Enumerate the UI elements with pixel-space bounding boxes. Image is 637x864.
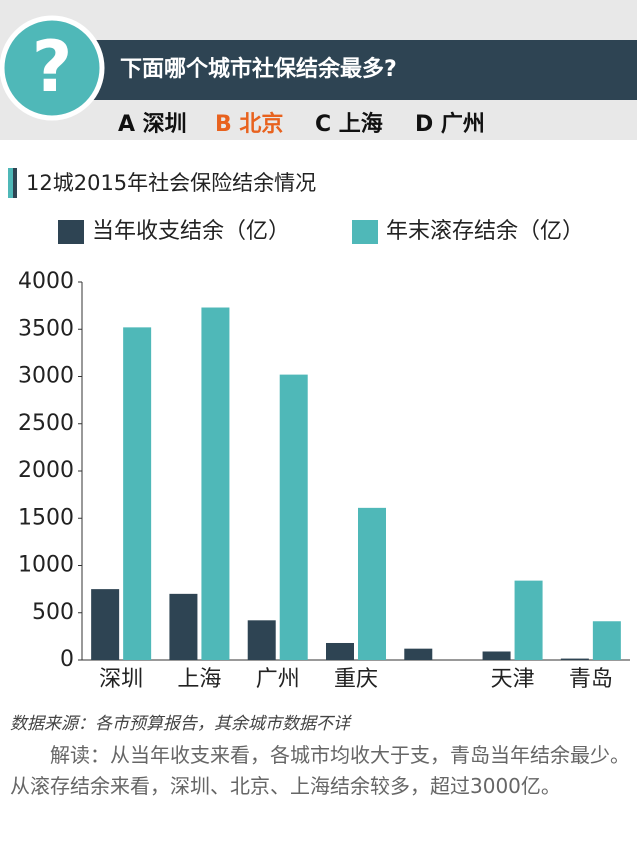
option: B 北京: [215, 111, 283, 137]
bar: [91, 589, 120, 660]
bar: [514, 580, 543, 660]
bar: [358, 507, 386, 660]
bar: [123, 327, 152, 660]
bar: [404, 648, 433, 660]
bar: [279, 374, 308, 660]
title-marker: [13, 168, 17, 198]
x-tick-label: 天津: [491, 667, 535, 692]
option: D 广州: [415, 111, 485, 137]
x-tick-label: 青岛: [569, 667, 613, 692]
y-tick-label: 0: [60, 647, 74, 672]
x-tick-label: 广州: [256, 667, 300, 692]
y-tick-label: 500: [32, 600, 74, 625]
analysis: 解读：从当年收支来看，各城市均收大于支，青岛当年结余最少。从滚存结余来看，深圳、…: [10, 743, 630, 798]
question-icon: ?: [32, 26, 73, 108]
y-tick-label: 2500: [18, 411, 74, 436]
question-icon-bg: [0, 15, 105, 121]
legend-label: 当年收支结余（亿）: [92, 219, 290, 244]
y-tick-label: 1000: [18, 553, 74, 578]
title-marker: [8, 168, 13, 198]
bar: [592, 621, 621, 660]
question: 下面哪个城市社保结余最多?: [120, 56, 397, 82]
y-tick-label: 3500: [18, 316, 74, 341]
bar: [326, 642, 354, 660]
bar: [169, 593, 198, 660]
y-tick-label: 3000: [18, 364, 74, 389]
x-tick-label: 重庆: [334, 667, 378, 692]
option: C 上海: [315, 111, 383, 137]
y-tick-label: 4000: [18, 269, 74, 294]
x-tick-label: 深圳: [99, 667, 143, 692]
legend-swatch: [58, 220, 84, 244]
y-tick-label: 2000: [18, 458, 74, 483]
source: 数据来源：各市预算报告，其余城市数据不详: [10, 714, 352, 734]
question-bar: [70, 40, 637, 100]
bar: [201, 307, 230, 660]
chart-title: 12城2015年社会保险结余情况: [26, 171, 316, 195]
bar: [560, 658, 589, 660]
x-tick-label: 上海: [177, 667, 221, 692]
legend-swatch: [352, 220, 378, 244]
bar: [482, 651, 511, 660]
options: A 深圳 B 北京 C 上海 D 广州: [118, 111, 485, 137]
y-tick-label: 1500: [18, 505, 74, 530]
bar: [247, 620, 276, 660]
option: A 深圳: [118, 112, 187, 137]
legend-label: 年末滚存结余（亿）: [386, 219, 584, 244]
